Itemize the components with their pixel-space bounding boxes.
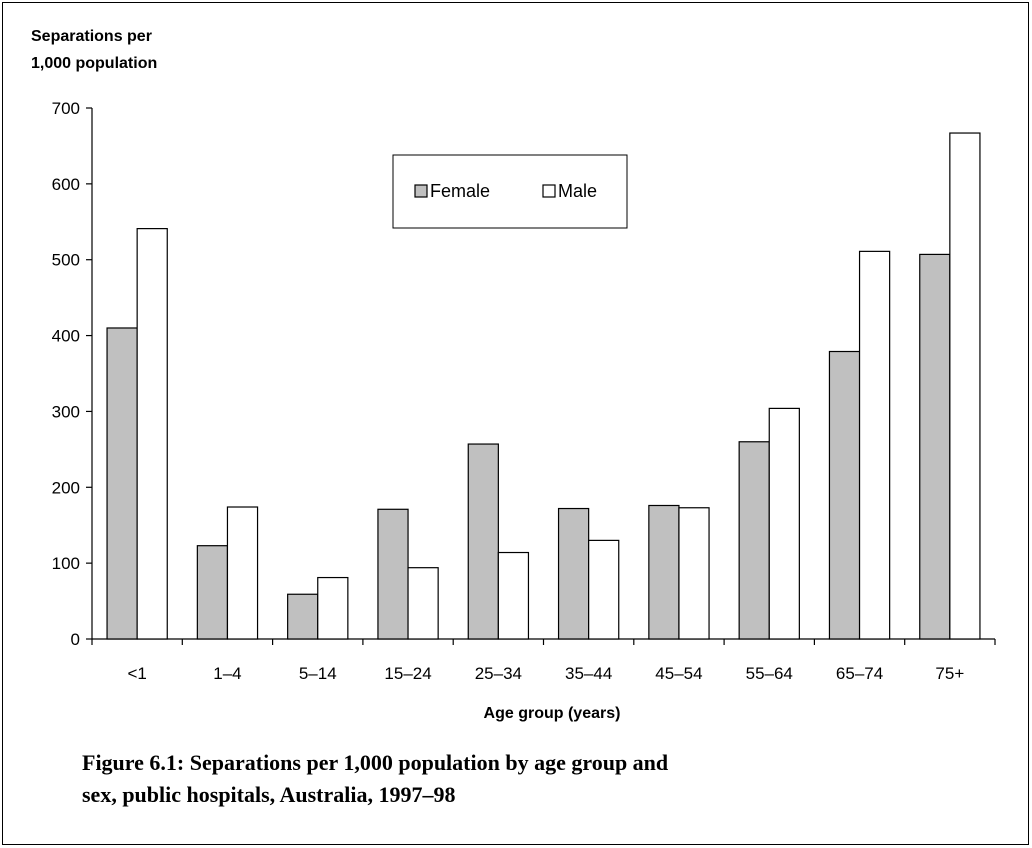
bar-male <box>136 228 168 640</box>
bar-female <box>557 507 590 640</box>
bar-female <box>467 443 499 640</box>
bar-female <box>738 441 770 640</box>
bar-male <box>497 551 530 640</box>
bars <box>106 132 981 640</box>
caption-line-2: sex, public hospitals, Australia, 1997–9… <box>82 782 456 807</box>
x-tick-label: 35–44 <box>565 664 612 683</box>
bar-female <box>287 593 319 640</box>
figure-caption: Figure 6.1: Separations per 1,000 popula… <box>82 747 882 811</box>
caption-line-1: Figure 6.1: Separations per 1,000 popula… <box>82 750 669 775</box>
bar-male <box>588 539 620 640</box>
y-tick-label: 400 <box>52 327 80 346</box>
x-tick-label: 75+ <box>935 664 964 683</box>
x-tick-label: <1 <box>127 664 146 683</box>
bar-male <box>768 407 800 640</box>
y-axis-label-line-2: 1,000 population <box>31 55 157 72</box>
y-tick-label: 700 <box>52 99 80 118</box>
y-tick-label: 100 <box>52 554 80 573</box>
y-tick-label: 0 <box>71 630 80 649</box>
bar-female <box>377 508 409 640</box>
x-tick-label: 25–34 <box>475 664 522 683</box>
x-tick-label: 55–64 <box>746 664 793 683</box>
bar-female <box>648 504 680 640</box>
legend-swatch-male <box>542 184 556 198</box>
bar-male <box>407 567 439 640</box>
bar-male <box>317 576 349 640</box>
x-axis-label: Age group (years) <box>484 705 621 722</box>
x-tick-label: 65–74 <box>836 664 883 683</box>
bar-male <box>678 507 710 640</box>
bar-female <box>828 350 861 640</box>
bar-chart: Separations per 1,000 population 0 100 200… <box>31 28 996 722</box>
x-tick-label: 1–4 <box>213 664 241 683</box>
bar-male <box>949 132 981 640</box>
bar-male <box>858 250 891 640</box>
x-tick-label: 5–14 <box>299 664 337 683</box>
y-tick-label: 300 <box>52 402 80 421</box>
y-axis-label-line-1: Separations per <box>31 28 152 45</box>
y-tick-label: 500 <box>52 251 80 270</box>
legend-box <box>392 154 628 229</box>
legend-label-female: Female <box>430 181 490 201</box>
x-tick-label: 45–54 <box>655 664 702 683</box>
axes: 0 100 200 300 400 500 600 700 <1 1–4 5–14 15–24 25–3… <box>52 99 996 683</box>
bar-male <box>226 506 259 640</box>
x-tick-label: 15–24 <box>384 664 431 683</box>
bar-female <box>196 545 229 640</box>
bar-female <box>106 327 138 640</box>
legend-label-male: Male <box>558 181 597 201</box>
legend-swatch-female <box>414 184 428 198</box>
legend: Female Male <box>392 154 628 229</box>
y-tick-label: 200 <box>52 478 80 497</box>
bar-female <box>919 253 951 640</box>
y-tick-label: 600 <box>52 175 80 194</box>
